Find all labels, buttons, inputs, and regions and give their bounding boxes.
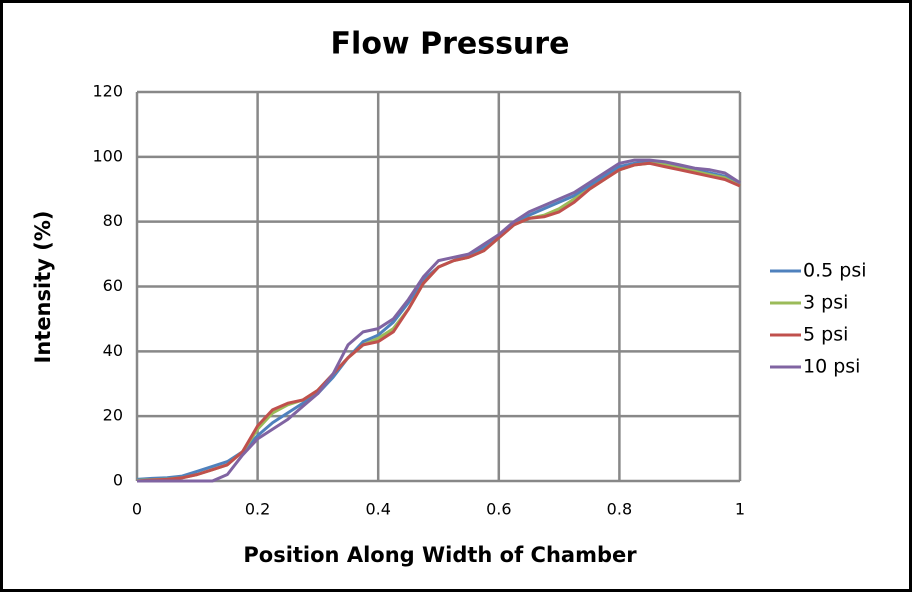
y-tick-label: 120 — [92, 82, 123, 101]
chart-title: Flow Pressure — [331, 27, 570, 62]
x-tick-label: 0 — [132, 500, 142, 519]
y-axis-title: Intensity (%) — [31, 211, 55, 364]
y-tick-label: 20 — [103, 406, 123, 425]
x-tick-label: 0.6 — [486, 500, 511, 519]
x-tick-label: 1 — [735, 500, 745, 519]
legend-label: 0.5 psi — [803, 260, 867, 282]
legend-label: 10 psi — [803, 356, 860, 378]
x-axis-title: Position Along Width of Chamber — [243, 543, 637, 567]
x-tick-label: 0.4 — [365, 500, 390, 519]
x-tick-label: 0.2 — [245, 500, 270, 519]
y-tick-label: 60 — [103, 276, 123, 295]
y-tick-label: 80 — [103, 211, 123, 230]
legend-label: 3 psi — [803, 292, 848, 314]
y-tick-label: 40 — [103, 341, 123, 360]
y-tick-label: 0 — [113, 471, 123, 490]
series-line — [136, 161, 741, 483]
y-tick-label: 100 — [92, 146, 123, 165]
series-line — [137, 158, 741, 483]
x-tick-label: 0.8 — [607, 500, 632, 519]
legend-label: 5 psi — [803, 324, 848, 346]
